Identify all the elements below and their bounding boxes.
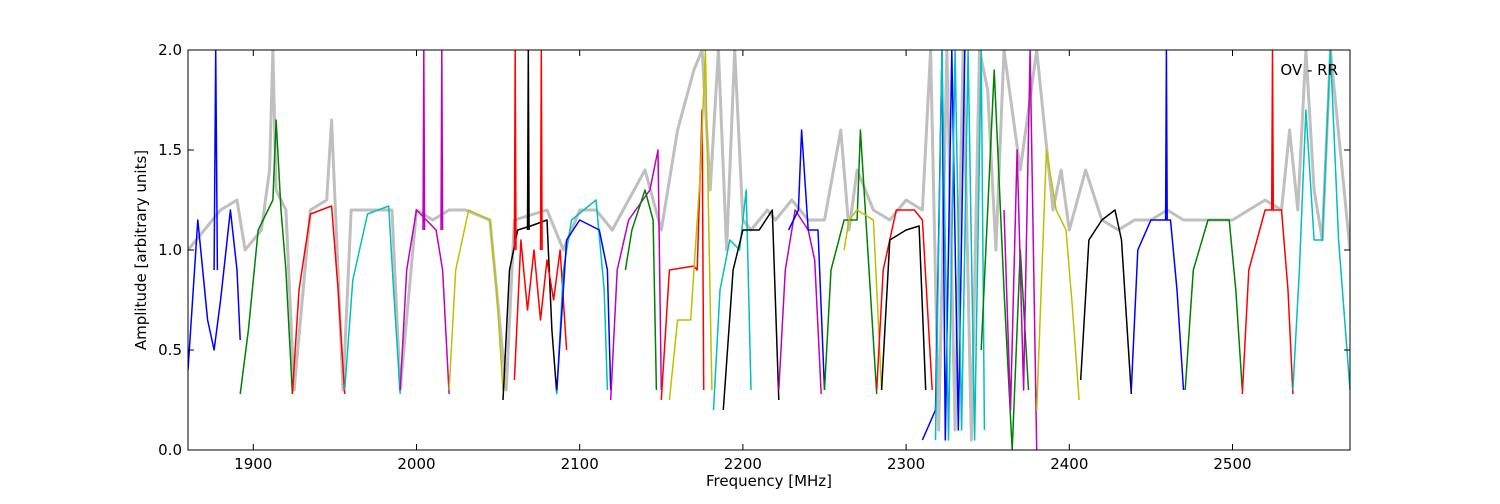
envelope-line-0 bbox=[188, 50, 1350, 442]
series-line-12 bbox=[513, 239, 568, 381]
series-line-34 bbox=[1079, 209, 1133, 395]
series-line-8 bbox=[440, 50, 444, 231]
series-line-25 bbox=[823, 129, 878, 395]
annotation-label: OV - RR bbox=[1280, 61, 1338, 79]
series-line-39 bbox=[1270, 50, 1275, 211]
series-line-14 bbox=[539, 50, 543, 251]
series-line-1 bbox=[188, 209, 241, 371]
series-line-32 bbox=[1003, 50, 1038, 450]
series-line-6 bbox=[399, 209, 450, 395]
y-axis-label: Amplitude [arbitrary units] bbox=[132, 150, 150, 350]
series-line-21 bbox=[712, 189, 752, 411]
y-tick-label: 1.5 bbox=[158, 141, 182, 159]
y-tick-label: 2.0 bbox=[158, 41, 182, 59]
x-tick-label: 1900 bbox=[234, 455, 272, 473]
series-line-10 bbox=[502, 219, 558, 401]
series-line-24 bbox=[787, 129, 826, 391]
series-line-19 bbox=[660, 109, 705, 401]
series-line-23 bbox=[778, 209, 822, 395]
series-line-18 bbox=[624, 189, 658, 391]
series-line-40 bbox=[1292, 50, 1350, 391]
series-line-3 bbox=[239, 119, 294, 395]
series-line-33 bbox=[1035, 149, 1080, 411]
series-line-5 bbox=[343, 205, 401, 395]
series-line-30 bbox=[934, 50, 986, 441]
series-line-28 bbox=[880, 225, 927, 391]
series-line-2 bbox=[213, 50, 219, 271]
series-line-26 bbox=[843, 209, 883, 391]
x-axis-label: Frequency [MHz] bbox=[706, 472, 832, 490]
x-tick-label: 2000 bbox=[397, 455, 435, 473]
series-line-11 bbox=[526, 50, 530, 231]
x-tick-label: 2500 bbox=[1213, 455, 1251, 473]
x-axis: 1900 2000 2100 2200 2300 2400 2500 bbox=[234, 50, 1252, 473]
series-line-20 bbox=[668, 50, 713, 401]
series-line-27 bbox=[875, 209, 933, 391]
series-line-36 bbox=[1164, 50, 1168, 221]
y-axis: 0.0 0.5 1.0 1.5 2.0 bbox=[158, 41, 1350, 459]
y-tick-label: 0.0 bbox=[158, 441, 182, 459]
series-line-16 bbox=[556, 219, 612, 391]
x-tick-label: 2400 bbox=[1050, 455, 1088, 473]
y-tick-label: 1.0 bbox=[158, 241, 182, 259]
series-line-15 bbox=[556, 199, 609, 395]
series-line-13 bbox=[513, 50, 517, 251]
x-tick-label: 2200 bbox=[724, 455, 762, 473]
series-line-35 bbox=[1130, 219, 1185, 391]
series-layer bbox=[188, 50, 1350, 450]
y-tick-label: 0.5 bbox=[158, 341, 182, 359]
series-line-37 bbox=[1184, 219, 1244, 391]
series-line-7 bbox=[422, 50, 426, 231]
series-line-17 bbox=[609, 149, 663, 401]
x-tick-label: 2300 bbox=[887, 455, 925, 473]
series-line-4 bbox=[291, 205, 346, 395]
series-line-22 bbox=[722, 209, 780, 411]
series-line-9 bbox=[448, 209, 504, 391]
x-tick-label: 2100 bbox=[561, 455, 599, 473]
